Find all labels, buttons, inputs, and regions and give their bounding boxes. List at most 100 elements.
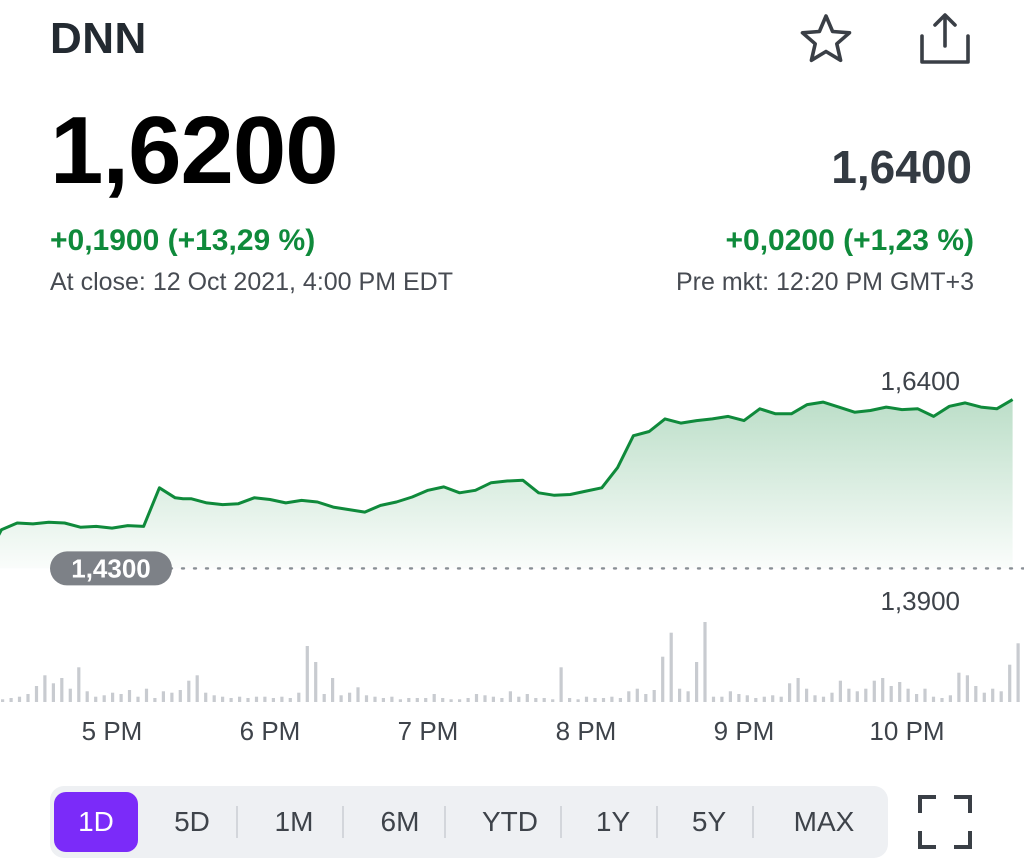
volume-bar [500, 698, 504, 702]
volume-bar [77, 667, 81, 702]
star-icon[interactable] [798, 12, 854, 68]
volume-bar [221, 696, 225, 702]
range-separator [236, 806, 238, 838]
volume-bar [982, 692, 986, 702]
volume-bar [254, 696, 259, 702]
volume-bar [483, 695, 487, 702]
volume-bar [805, 688, 809, 702]
volume-bar [9, 698, 13, 702]
x-tick-label: 5 PM [82, 716, 143, 746]
volume-bar [881, 678, 885, 702]
volume-bar [170, 692, 174, 702]
price-chart[interactable]: 1,6400 1,3900 1,4300 5 PM 6 PM 7 PM 8 PM 9 P… [0, 340, 1024, 760]
volume-bars [1, 622, 1020, 702]
volume-bar [305, 646, 309, 702]
volume-bar [297, 692, 301, 702]
previous-close-badge: 1,4300 [50, 551, 172, 586]
range-option-5d[interactable]: 5D [174, 806, 210, 837]
volume-bar [26, 694, 30, 702]
volume-bar [906, 688, 910, 702]
volume-bar [872, 680, 876, 702]
volume-bar [652, 690, 656, 702]
volume-bar [745, 695, 749, 702]
volume-bar [779, 696, 783, 702]
volume-bar [661, 656, 665, 702]
x-tick-label: 7 PM [398, 716, 459, 746]
volume-bar [915, 694, 919, 702]
volume-bar [551, 699, 555, 702]
volume-bar [432, 694, 436, 702]
volume-bar [60, 678, 64, 702]
volume-bar [703, 622, 707, 702]
volume-bar [474, 694, 479, 702]
volume-bar [559, 667, 563, 702]
premarket-change: +0,0200 (+1,23 %) [725, 224, 974, 257]
volume-bar [441, 698, 445, 702]
volume-bar [491, 696, 495, 702]
volume-bar [187, 680, 191, 702]
volume-bar [195, 675, 199, 702]
volume-bar [627, 691, 631, 702]
volume-bar [356, 687, 360, 702]
share-icon[interactable] [916, 10, 974, 68]
volume-bar [398, 699, 402, 702]
volume-bar [517, 696, 521, 702]
range-option-ytd[interactable]: YTD [482, 806, 538, 837]
volume-bar [618, 698, 622, 702]
volume-bar [263, 696, 267, 702]
range-option-1y[interactable]: 1Y [595, 806, 631, 837]
volume-bar [762, 696, 766, 702]
volume-bar [957, 672, 961, 702]
volume-bar [644, 694, 648, 702]
volume-bar [458, 699, 462, 702]
range-separator [656, 806, 658, 838]
premarket-timestamp: Pre mkt: 12:20 PM GMT+3 [675, 268, 974, 296]
volume-bar [288, 698, 292, 702]
range-separator [444, 806, 446, 838]
volume-bar [940, 698, 944, 702]
range-option-max[interactable]: MAX [793, 806, 855, 837]
volume-bar [948, 695, 952, 702]
volume-bar [754, 698, 758, 702]
volume-bar [43, 675, 47, 702]
volume-bar [119, 694, 123, 702]
volume-bar [974, 686, 978, 702]
volume-bar [610, 696, 614, 702]
volume-bar [686, 691, 690, 702]
price-line-above-close [0, 398, 1014, 536]
volume-bar [246, 698, 250, 702]
volume-bar [381, 698, 385, 702]
ticker-symbol: DNN [50, 14, 147, 63]
range-option-5y[interactable]: 5Y [691, 806, 727, 837]
volume-bar [68, 688, 72, 702]
y-high-label: 1,6400 [880, 366, 960, 396]
fullscreen-icon[interactable] [916, 793, 974, 851]
range-option-1m[interactable]: 1M [274, 806, 314, 837]
volume-bar [728, 691, 732, 702]
volume-bar [339, 695, 343, 702]
volume-bar [593, 698, 597, 702]
x-tick-label: 9 PM [714, 716, 775, 746]
close-price: 1,6200 [50, 97, 339, 204]
volume-bar [1, 699, 5, 702]
volume-bar [695, 662, 699, 702]
volume-bar [229, 698, 233, 702]
volume-bar [415, 698, 419, 702]
volume-bar [678, 688, 682, 702]
volume-bar [830, 692, 834, 702]
range-option-6m[interactable]: 6M [380, 806, 420, 837]
volume-bar [534, 698, 538, 702]
volume-bar [525, 694, 529, 702]
volume-bar [813, 695, 817, 702]
range-option-1d[interactable]: 1D [54, 792, 138, 852]
volume-bar [999, 691, 1003, 702]
volume-bar [669, 632, 673, 702]
volume-bar [601, 698, 606, 702]
volume-bar [204, 692, 208, 702]
volume-bar [364, 695, 369, 702]
volume-bar [17, 696, 22, 702]
volume-bar [923, 688, 927, 702]
volume-bar [788, 683, 792, 702]
volume-bar [931, 696, 936, 702]
x-axis-ticks: 5 PM 6 PM 7 PM 8 PM 9 PM 10 PM [82, 716, 945, 746]
